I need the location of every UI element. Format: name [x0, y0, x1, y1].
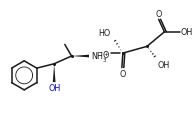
Text: $^{-}$O: $^{-}$O: [97, 48, 110, 59]
Polygon shape: [53, 64, 55, 82]
Text: O: O: [120, 69, 126, 78]
Text: OH: OH: [158, 60, 170, 69]
Text: OH: OH: [48, 83, 60, 92]
Text: O: O: [155, 10, 162, 19]
Text: NH$_3^+$: NH$_3^+$: [91, 50, 110, 65]
Polygon shape: [72, 55, 89, 58]
Text: HO: HO: [98, 28, 110, 37]
Text: OH: OH: [181, 28, 193, 37]
